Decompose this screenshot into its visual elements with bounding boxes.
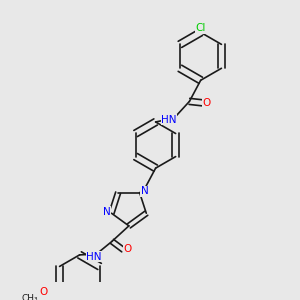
Text: N: N xyxy=(141,186,148,197)
Text: HN: HN xyxy=(86,252,102,262)
Text: CH₃: CH₃ xyxy=(21,294,38,300)
Text: O: O xyxy=(124,244,132,254)
Text: O: O xyxy=(39,287,48,297)
Text: Cl: Cl xyxy=(196,23,206,33)
Text: HN: HN xyxy=(161,115,177,125)
Text: O: O xyxy=(202,98,211,108)
Text: N: N xyxy=(103,207,110,217)
